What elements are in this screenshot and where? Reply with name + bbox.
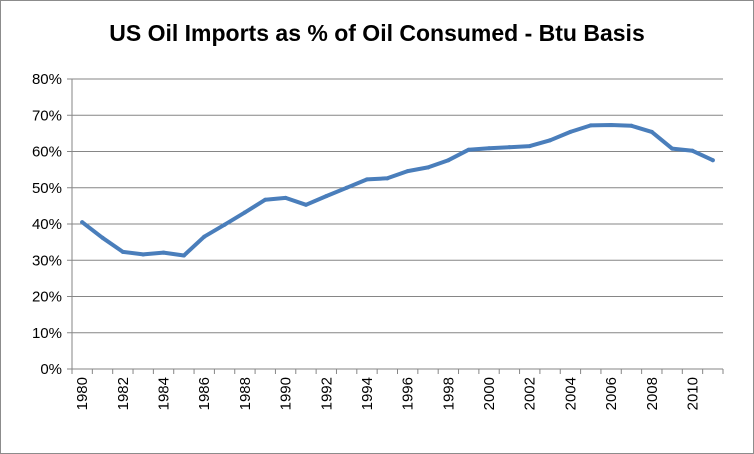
data-point bbox=[222, 222, 227, 227]
x-tick-label: 1986 bbox=[196, 377, 213, 410]
data-point bbox=[364, 177, 369, 182]
x-tick-label: 1980 bbox=[74, 377, 91, 410]
gridlines bbox=[72, 78, 723, 334]
x-tick-label: 2004 bbox=[562, 377, 579, 410]
data-point bbox=[181, 253, 186, 258]
y-tick-label: 20% bbox=[32, 289, 62, 306]
y-tick-label: 60% bbox=[32, 144, 62, 161]
data-point bbox=[242, 210, 247, 215]
y-tick-label: 50% bbox=[32, 180, 62, 197]
data-point bbox=[120, 249, 125, 254]
data-point bbox=[466, 147, 471, 152]
data-point bbox=[80, 220, 85, 225]
y-tick-labels: 0% 10% 20% 30% 40% 50% 60% 70% 80% bbox=[32, 71, 62, 378]
data-point bbox=[548, 138, 553, 143]
data-point bbox=[588, 123, 593, 128]
data-point bbox=[405, 169, 410, 174]
series-line bbox=[80, 123, 715, 258]
series bbox=[80, 123, 715, 258]
data-point bbox=[324, 194, 329, 199]
x-tick-label: 1990 bbox=[278, 377, 295, 410]
data-point bbox=[426, 165, 431, 170]
x-tick-label: 1994 bbox=[359, 377, 376, 410]
chart-title: US Oil Imports as % of Oil Consumed - Bt… bbox=[109, 20, 645, 46]
x-tick-label: 2010 bbox=[684, 377, 701, 410]
data-point bbox=[507, 145, 512, 150]
y-tick-label: 70% bbox=[32, 107, 62, 124]
data-point bbox=[100, 235, 105, 240]
x-tick-label: 1998 bbox=[440, 377, 457, 410]
data-point bbox=[629, 123, 634, 128]
data-point bbox=[141, 252, 146, 257]
data-point bbox=[690, 148, 695, 153]
y-tick-label: 0% bbox=[40, 361, 62, 378]
data-point bbox=[202, 234, 207, 239]
x-tick-label: 1984 bbox=[156, 377, 173, 410]
data-point bbox=[487, 146, 492, 151]
data-point bbox=[161, 250, 166, 255]
x-tick-label: 2008 bbox=[644, 377, 661, 410]
x-tick-labels: 1980 1982 1984 1986 1988 1990 1992 1994 1996 1998… bbox=[74, 377, 701, 410]
data-point bbox=[303, 202, 308, 207]
x-tick-label: 1982 bbox=[115, 377, 132, 410]
y-tick-label: 40% bbox=[32, 216, 62, 233]
axes bbox=[67, 78, 724, 374]
data-point bbox=[609, 123, 614, 128]
data-point bbox=[446, 158, 451, 163]
x-tick-label: 1988 bbox=[237, 377, 254, 410]
x-tick-label: 1992 bbox=[318, 377, 335, 410]
data-point bbox=[649, 129, 654, 134]
data-point bbox=[527, 144, 532, 149]
y-tick-label: 10% bbox=[32, 325, 62, 342]
x-tick-label: 2002 bbox=[522, 377, 539, 410]
data-point bbox=[283, 195, 288, 200]
data-point bbox=[568, 129, 573, 134]
y-tick-label: 30% bbox=[32, 252, 62, 269]
data-point bbox=[385, 176, 390, 181]
x-tick-label: 2000 bbox=[481, 377, 498, 410]
data-point bbox=[263, 197, 268, 202]
x-tick-label: 1996 bbox=[400, 377, 417, 410]
y-tick-label: 80% bbox=[32, 71, 62, 88]
data-point bbox=[670, 146, 675, 151]
data-point bbox=[344, 185, 349, 190]
x-tick-label: 2006 bbox=[603, 377, 620, 410]
data-point bbox=[710, 158, 715, 163]
